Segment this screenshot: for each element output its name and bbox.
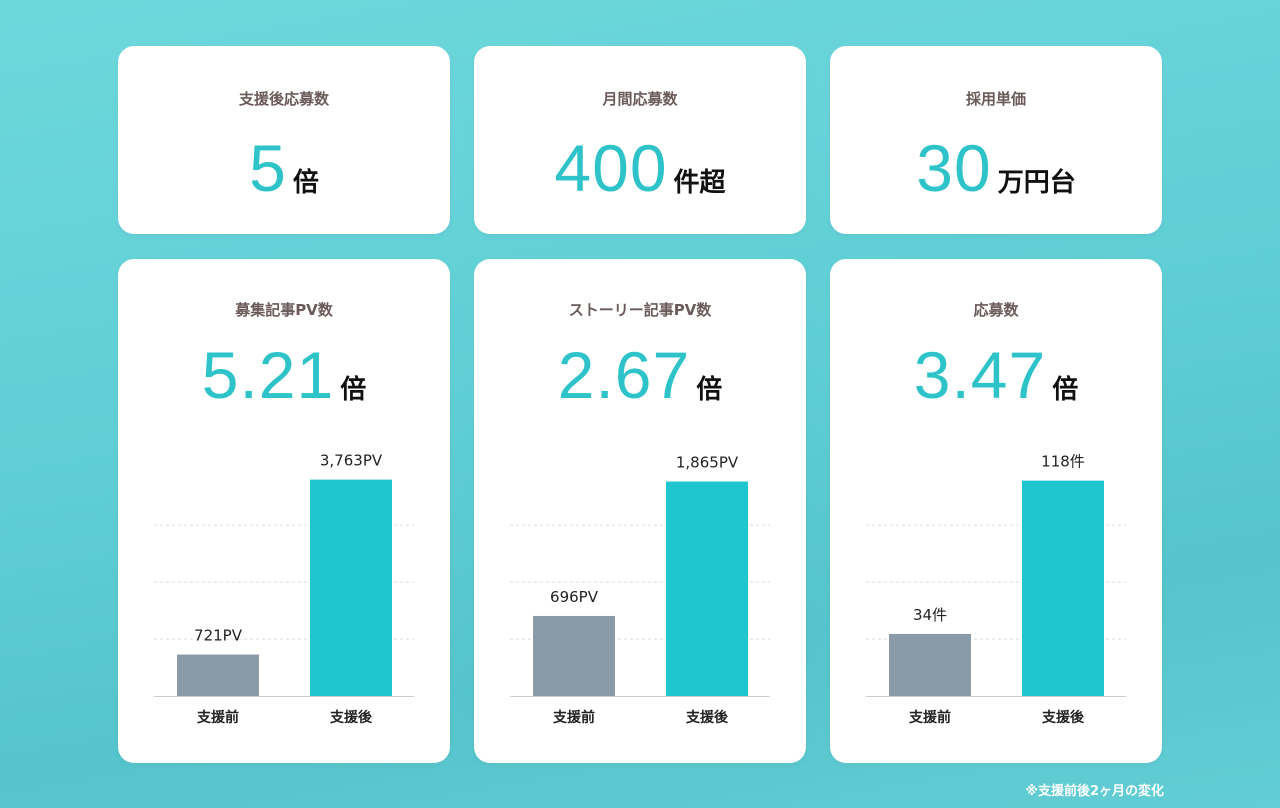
data-label: 1,865PV bbox=[676, 454, 739, 472]
data-label: 3,763PV bbox=[320, 452, 383, 470]
bar-after bbox=[1022, 480, 1104, 696]
card-title: 支援後応募数 bbox=[238, 90, 329, 108]
bar-before bbox=[889, 633, 971, 696]
bar-chart: 721PV 支援前 3,763PV 支援後 bbox=[154, 452, 414, 726]
bar-after bbox=[310, 479, 392, 696]
metric-value: 30 万円台 bbox=[830, 130, 1162, 206]
metric-value: 2.67 倍 bbox=[474, 337, 806, 413]
bar-after bbox=[666, 481, 748, 696]
metric-unit: 倍 bbox=[340, 375, 367, 405]
card-title: 募集記事PV数 bbox=[235, 301, 333, 319]
data-label: 34件 bbox=[913, 606, 947, 624]
category-label: 支援後 bbox=[1041, 709, 1085, 726]
metric-value: 3.47 倍 bbox=[830, 337, 1162, 413]
card-title: 応募数 bbox=[973, 301, 1019, 319]
category-label: 支援前 bbox=[552, 709, 595, 726]
bar-chart: 696PV 支援前 1,865PV 支援後 bbox=[510, 454, 770, 726]
metric-unit: 倍 bbox=[1052, 375, 1079, 405]
metric-number: 3.47 bbox=[913, 338, 1047, 412]
card-title: ストーリー記事PV数 bbox=[568, 301, 712, 319]
data-label: 721PV bbox=[194, 627, 243, 645]
data-label: 118件 bbox=[1041, 453, 1085, 471]
category-label: 支援前 bbox=[196, 709, 239, 726]
metric-card-monthly-applications: 月間応募数 400 件超 bbox=[474, 46, 806, 234]
chart-card-recruit-pv: 募集記事PV数 5.21 倍 721PV 支援前 3,763PV 支援後 bbox=[118, 259, 450, 763]
metric-number: 5.21 bbox=[201, 338, 335, 412]
bar-before bbox=[177, 654, 259, 696]
metric-number: 30 bbox=[916, 131, 992, 205]
card-title: 月間応募数 bbox=[602, 90, 678, 108]
metric-unit: 倍 bbox=[292, 168, 319, 198]
metric-value: 5.21 倍 bbox=[118, 337, 450, 413]
metric-number: 5 bbox=[249, 131, 287, 205]
metric-value: 400 件超 bbox=[474, 130, 806, 206]
category-label: 支援前 bbox=[908, 709, 951, 726]
metric-unit: 件超 bbox=[673, 168, 726, 198]
chart-card-applications: 応募数 3.47 倍 34件支援前 118件支援後 bbox=[830, 259, 1162, 763]
metric-number: 400 bbox=[554, 131, 668, 205]
card-title: 採用単価 bbox=[965, 90, 1026, 108]
metric-unit: 倍 bbox=[696, 375, 723, 405]
category-label: 支援後 bbox=[685, 709, 729, 726]
data-label: 696PV bbox=[550, 588, 599, 606]
chart-card-story-pv: ストーリー記事PV数 2.67 倍 696PV 支援前 1,865PV 支援後 bbox=[474, 259, 806, 763]
bar-before bbox=[533, 615, 615, 696]
metric-card-hiring-cost: 採用単価 30 万円台 bbox=[830, 46, 1162, 234]
metric-number: 2.67 bbox=[557, 338, 691, 412]
footnote: ※支援前後2ヶ月の変化 bbox=[1025, 784, 1164, 799]
category-label: 支援後 bbox=[329, 709, 373, 726]
metric-unit: 万円台 bbox=[997, 168, 1076, 198]
